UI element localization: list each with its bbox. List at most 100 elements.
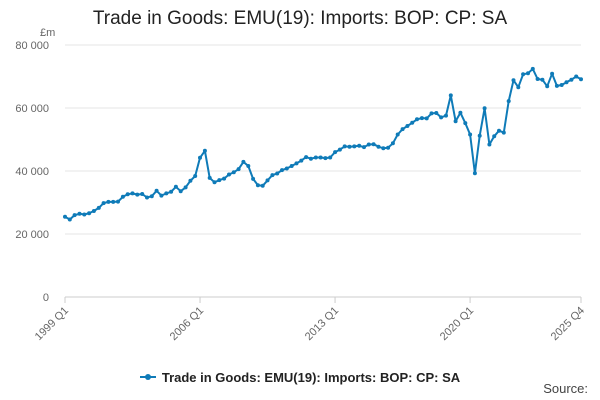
data-point[interactable]: [516, 85, 521, 90]
data-point[interactable]: [236, 167, 241, 172]
data-point[interactable]: [410, 120, 415, 125]
data-point[interactable]: [77, 211, 82, 216]
data-point[interactable]: [366, 142, 371, 147]
data-point[interactable]: [289, 164, 294, 168]
data-point[interactable]: [87, 211, 92, 216]
data-point[interactable]: [564, 80, 569, 85]
data-point[interactable]: [554, 83, 559, 88]
data-point[interactable]: [405, 124, 410, 128]
data-point[interactable]: [116, 199, 120, 204]
data-point[interactable]: [574, 74, 579, 79]
data-point[interactable]: [540, 77, 545, 82]
data-point[interactable]: [579, 77, 583, 82]
data-point[interactable]: [439, 115, 444, 120]
data-point[interactable]: [468, 132, 473, 137]
data-point[interactable]: [313, 155, 318, 160]
data-point[interactable]: [559, 83, 564, 87]
data-point[interactable]: [193, 174, 198, 178]
data-point[interactable]: [357, 143, 362, 148]
data-point[interactable]: [299, 158, 304, 163]
data-point[interactable]: [424, 116, 429, 121]
data-point[interactable]: [342, 144, 347, 149]
legend[interactable]: Trade in Goods: EMU(19): Imports: BOP: C…: [0, 366, 600, 385]
data-point[interactable]: [390, 141, 395, 146]
data-point[interactable]: [526, 71, 530, 76]
data-point[interactable]: [294, 161, 299, 166]
data-point[interactable]: [550, 71, 555, 76]
data-point[interactable]: [125, 192, 130, 197]
data-point[interactable]: [198, 155, 202, 160]
data-point[interactable]: [140, 192, 145, 196]
data-point[interactable]: [429, 111, 434, 116]
data-point[interactable]: [101, 201, 106, 206]
data-point[interactable]: [337, 147, 342, 152]
data-point[interactable]: [318, 155, 323, 160]
data-point[interactable]: [501, 130, 506, 135]
data-point[interactable]: [463, 121, 468, 126]
data-point[interactable]: [255, 183, 260, 188]
data-point[interactable]: [270, 173, 275, 178]
data-point[interactable]: [91, 209, 96, 213]
series-group[interactable]: [63, 66, 583, 222]
data-point[interactable]: [106, 199, 111, 204]
data-point[interactable]: [111, 199, 116, 204]
data-point[interactable]: [207, 175, 212, 180]
data-point[interactable]: [487, 142, 492, 147]
data-point[interactable]: [280, 168, 284, 173]
legend-item[interactable]: Trade in Goods: EMU(19): Imports: BOP: C…: [139, 370, 460, 385]
data-point[interactable]: [159, 193, 164, 198]
data-point[interactable]: [381, 146, 386, 151]
data-point[interactable]: [130, 191, 135, 196]
data-point[interactable]: [308, 156, 313, 161]
data-point[interactable]: [96, 205, 101, 210]
data-point[interactable]: [82, 212, 87, 217]
data-point[interactable]: [333, 150, 338, 155]
data-point[interactable]: [217, 178, 222, 183]
data-point[interactable]: [400, 127, 405, 132]
data-point[interactable]: [154, 188, 159, 193]
data-point[interactable]: [135, 192, 140, 197]
data-point[interactable]: [569, 77, 574, 82]
data-point[interactable]: [386, 145, 391, 150]
data-point[interactable]: [178, 189, 183, 194]
data-point[interactable]: [395, 132, 400, 137]
data-point[interactable]: [260, 183, 265, 188]
data-point[interactable]: [472, 171, 477, 176]
data-point[interactable]: [506, 99, 511, 104]
data-point[interactable]: [241, 159, 246, 164]
data-point[interactable]: [453, 119, 458, 124]
data-point[interactable]: [415, 117, 419, 122]
data-point[interactable]: [328, 155, 333, 160]
data-point[interactable]: [352, 144, 357, 149]
data-point[interactable]: [164, 191, 169, 196]
data-point[interactable]: [63, 214, 67, 219]
data-point[interactable]: [492, 134, 497, 139]
data-point[interactable]: [521, 72, 526, 77]
data-point[interactable]: [72, 213, 77, 218]
data-point[interactable]: [222, 176, 227, 181]
data-point[interactable]: [173, 184, 178, 189]
data-point[interactable]: [231, 170, 236, 175]
data-point[interactable]: [227, 172, 231, 177]
data-point[interactable]: [246, 164, 251, 168]
data-point[interactable]: [419, 116, 424, 121]
data-point[interactable]: [120, 194, 125, 199]
data-point[interactable]: [376, 144, 381, 149]
data-point[interactable]: [169, 189, 174, 194]
data-point[interactable]: [284, 166, 289, 171]
data-point[interactable]: [251, 176, 256, 181]
data-point[interactable]: [545, 84, 550, 89]
data-point[interactable]: [304, 155, 309, 160]
data-point[interactable]: [448, 93, 453, 98]
data-point[interactable]: [145, 195, 149, 200]
data-point[interactable]: [458, 110, 463, 115]
data-point[interactable]: [530, 66, 535, 71]
data-point[interactable]: [434, 111, 439, 115]
data-point[interactable]: [482, 106, 487, 111]
data-point[interactable]: [497, 128, 501, 133]
data-point[interactable]: [149, 194, 154, 199]
data-point[interactable]: [477, 133, 482, 138]
data-point[interactable]: [183, 185, 188, 190]
data-point[interactable]: [323, 156, 328, 161]
data-point[interactable]: [444, 113, 448, 118]
